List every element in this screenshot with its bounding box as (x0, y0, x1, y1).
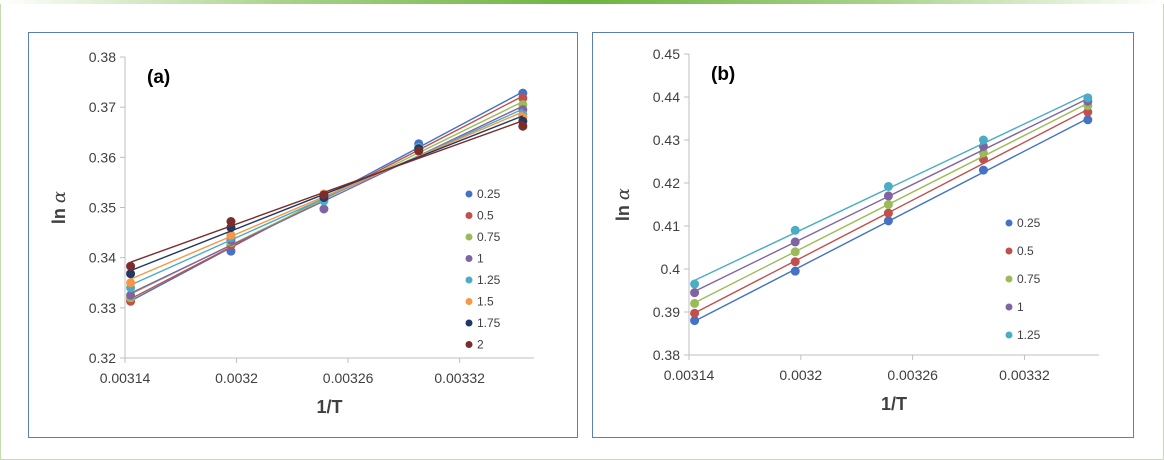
x-tick-label: 0.00326 (323, 370, 374, 386)
legend-label: 0.5 (477, 209, 494, 223)
data-point-1.25 (790, 225, 800, 235)
data-point-2 (518, 121, 528, 131)
y-axis-title-symbol: α (49, 191, 70, 203)
x-tick-label: 0.00332 (999, 367, 1050, 383)
y-tick-label: 0.45 (653, 46, 680, 62)
data-point-0.25 (790, 266, 800, 276)
x-tick-label: 0.0032 (779, 367, 822, 383)
y-tick-label: 0.38 (653, 347, 680, 363)
legend-label: 1.5 (477, 295, 494, 309)
legend-label: 0.75 (477, 230, 501, 244)
legend-label: 1 (1017, 300, 1024, 314)
data-point-2 (126, 261, 136, 271)
y-tick-label: 0.36 (89, 149, 116, 165)
x-tick-label: 0.00314 (100, 370, 151, 386)
y-axis-title-symbol: α (613, 188, 634, 200)
data-point-0.5 (1083, 107, 1093, 117)
y-tick-label: 0.44 (653, 89, 680, 105)
legend-marker-1 (465, 255, 473, 262)
legend-marker-1.25 (1005, 331, 1013, 339)
y-tick-label: 0.32 (89, 350, 116, 366)
y-tick-label: 0.42 (653, 175, 680, 191)
chart-a-svg: 0.32 0.33 0.34 0.35 0.36 0.37 0.38 0.00314 0.003… (49, 49, 534, 417)
legend-marker-1.5 (465, 298, 473, 305)
chart-b-svg: 0.38 0.39 0.4 0.41 0.42 0.43 0.44 0.45 0.00314 0.… (613, 46, 1099, 414)
data-point-1.25 (690, 279, 700, 289)
legend-marker-1.75 (465, 319, 473, 327)
data-point-0.25 (978, 165, 988, 175)
x-tick-label: 0.00332 (434, 370, 485, 386)
y-axis-title: ln α (613, 188, 634, 221)
legend-marker-0.75 (1005, 275, 1013, 283)
legend-marker-0.75 (465, 233, 473, 241)
data-point-0.5 (883, 208, 893, 218)
x-axis-title: 1/T (881, 394, 907, 414)
legend-marker-0.5 (465, 212, 473, 219)
legend-marker-0.5 (1005, 247, 1013, 255)
y-axis-title-main: ln (613, 200, 633, 221)
y-tick-label: 0.4 (661, 261, 681, 277)
data-point-1 (883, 191, 893, 201)
legend-label: 0.5 (1017, 244, 1034, 258)
x-tick-label: 0.00326 (887, 367, 938, 383)
data-point-1.25 (1083, 93, 1093, 103)
data-point-0.25 (1083, 115, 1093, 125)
x-axis-title: 1/T (316, 397, 342, 417)
chart-panel-b: 0.38 0.39 0.4 0.41 0.42 0.43 0.44 0.45 0.00314 0.… (592, 32, 1134, 438)
x-tick-label: 0.0032 (215, 370, 258, 386)
x-tick-label: 0.00314 (664, 367, 715, 383)
data-point-0.75 (690, 298, 700, 308)
data-point-1.5 (226, 230, 236, 240)
chart-panel-a: 0.32 0.33 0.34 0.35 0.36 0.37 0.38 0.00314 0.003… (28, 32, 578, 438)
y-tick-label: 0.34 (89, 250, 116, 266)
y-tick-label: 0.39 (653, 304, 680, 320)
legend-label: 1 (477, 252, 484, 266)
data-point-0.75 (883, 200, 893, 209)
data-point-0.75 (790, 247, 800, 257)
data-point-1.5 (126, 278, 136, 288)
top-accent-bar (0, 0, 1164, 4)
data-point-1.25 (978, 135, 988, 145)
legend-marker-1 (1005, 303, 1013, 311)
data-point-0.5 (790, 257, 800, 267)
y-tick-label: 0.41 (653, 218, 680, 234)
y-tick-label: 0.37 (89, 99, 116, 115)
data-point-1 (690, 288, 700, 298)
data-point-1.25 (883, 181, 893, 191)
data-point-1 (126, 290, 136, 300)
legend-label: 0.25 (477, 187, 501, 201)
data-point-1.75 (126, 269, 136, 279)
legend-label: 2 (477, 338, 484, 352)
y-axis-title: ln α (49, 191, 70, 224)
data-point-1 (790, 237, 800, 247)
data-point-0.5 (690, 308, 700, 318)
panel-label-a: (a) (147, 67, 170, 88)
y-tick-label: 0.43 (653, 132, 680, 148)
y-tick-label: 0.33 (89, 300, 116, 316)
legend-marker-0.25 (465, 190, 473, 198)
legend-marker-1.25 (465, 276, 473, 284)
y-tick-label: 0.35 (89, 200, 116, 216)
data-point-0.25 (690, 316, 700, 326)
panel-label-b: (b) (711, 64, 735, 85)
y-tick-label: 0.38 (89, 49, 116, 65)
data-point-0.5 (518, 93, 528, 103)
data-point-2 (319, 190, 329, 200)
y-axis-title-main: ln (49, 203, 69, 224)
legend-marker-2 (465, 341, 473, 348)
data-point-2 (226, 217, 236, 227)
legend-label: 1.25 (477, 273, 501, 287)
data-point-2 (414, 146, 424, 156)
legend-label: 1.75 (477, 316, 501, 330)
legend-marker-0.25 (1005, 219, 1013, 227)
legend-label: 1.25 (1017, 328, 1041, 342)
data-point-0.25 (883, 216, 893, 226)
legend-label: 0.25 (1017, 216, 1041, 230)
data-point-1 (319, 204, 329, 214)
legend-label: 0.75 (1017, 272, 1041, 286)
